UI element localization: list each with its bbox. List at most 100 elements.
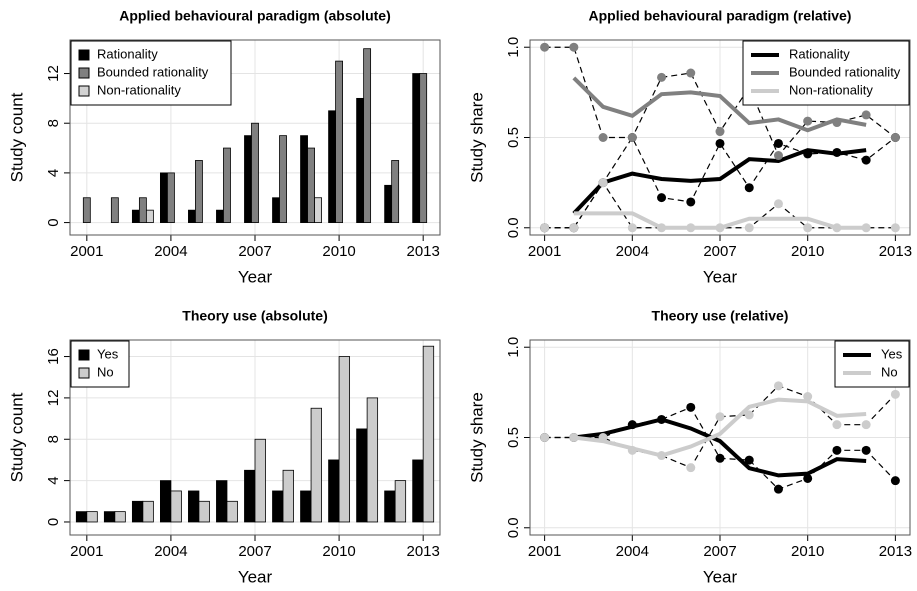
y-tick-label: 0	[45, 218, 62, 226]
point	[627, 223, 637, 233]
legend-label: No	[881, 364, 898, 379]
bar	[356, 97, 365, 223]
bar	[159, 172, 168, 223]
point	[861, 155, 871, 165]
bar	[188, 209, 196, 223]
bar	[314, 197, 322, 223]
bar	[167, 172, 175, 223]
trend-line	[573, 397, 867, 458]
bar	[279, 135, 287, 223]
plot-frame	[69, 339, 441, 536]
point	[890, 133, 900, 142]
point	[832, 445, 842, 455]
bar	[328, 459, 340, 523]
y-axis-label: Study count	[7, 392, 26, 482]
point	[686, 223, 696, 233]
legend-swatch	[78, 85, 90, 97]
point	[540, 223, 550, 233]
bar	[216, 209, 224, 223]
bar	[422, 345, 435, 523]
point	[715, 223, 725, 233]
point	[803, 223, 813, 233]
y-tick-label: 8	[45, 119, 62, 127]
point	[744, 183, 754, 193]
y-axis-label: Study count	[7, 92, 26, 182]
point	[627, 420, 637, 430]
point	[686, 402, 696, 412]
point	[861, 445, 871, 455]
x-tick-label: 2004	[154, 543, 187, 560]
bar	[363, 48, 372, 223]
y-tick-label: 0	[45, 518, 62, 526]
point	[803, 392, 813, 402]
point	[803, 116, 813, 126]
y-tick-label: 16	[45, 348, 62, 365]
x-tick-label: 2001	[70, 243, 103, 260]
legend-label: Yes	[97, 346, 119, 361]
point	[627, 133, 637, 142]
x-tick-label: 2007	[703, 543, 736, 560]
bar	[384, 490, 396, 523]
bar	[254, 438, 266, 523]
bar	[86, 511, 98, 523]
legend-label: Yes	[881, 346, 903, 361]
point	[890, 389, 900, 399]
point	[744, 223, 754, 233]
point	[861, 420, 871, 430]
bar	[272, 490, 284, 523]
y-tick-label: 8	[45, 435, 62, 443]
point	[832, 147, 842, 157]
trend-line	[572, 76, 867, 133]
point	[773, 199, 783, 209]
y-tick-label: 4	[45, 476, 62, 484]
x-tick-label: 2004	[616, 243, 649, 260]
trend-line	[573, 417, 867, 478]
x-tick-label: 2013	[879, 543, 912, 560]
x-axis-label: Year	[703, 267, 738, 286]
bar	[142, 500, 154, 523]
y-tick-label: 1.0	[505, 337, 522, 358]
point	[715, 453, 725, 463]
point	[832, 420, 842, 430]
point	[715, 127, 725, 137]
point	[861, 110, 871, 120]
bar	[244, 469, 256, 523]
bar	[195, 160, 203, 223]
point	[657, 193, 667, 203]
legend-label: Rationality	[97, 46, 158, 61]
x-tick-label: 2013	[406, 243, 439, 260]
bar	[310, 407, 322, 523]
point	[627, 445, 637, 455]
x-tick-label: 2007	[703, 243, 736, 260]
trend-line	[572, 148, 867, 215]
bar	[356, 428, 368, 523]
y-tick-label: 0.5	[505, 427, 522, 448]
bar	[272, 197, 280, 223]
bar	[419, 73, 428, 223]
bar	[198, 500, 210, 523]
legend-box	[834, 340, 910, 388]
point	[832, 223, 842, 233]
point	[657, 414, 667, 424]
point	[803, 473, 813, 483]
legend-swatch	[78, 367, 90, 379]
point	[744, 410, 754, 420]
legend-label: Bounded rationality	[97, 64, 209, 79]
legend-label: Bounded rationality	[789, 64, 901, 79]
bar	[338, 356, 351, 523]
bar	[226, 500, 238, 523]
bar	[138, 197, 147, 223]
point	[890, 476, 900, 486]
point	[773, 381, 783, 391]
point	[540, 433, 550, 442]
bar	[384, 184, 393, 223]
point	[832, 118, 842, 128]
bar	[251, 122, 259, 223]
bar	[103, 511, 116, 523]
point	[686, 463, 696, 473]
y-tick-label: 1.0	[505, 37, 522, 58]
bar	[307, 147, 315, 223]
legend-box	[70, 40, 232, 106]
